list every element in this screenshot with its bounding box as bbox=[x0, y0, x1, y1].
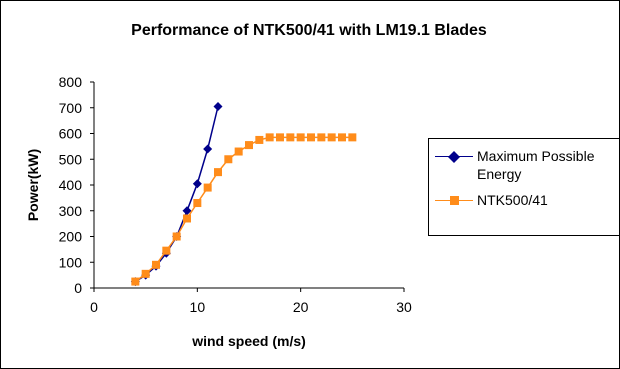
data-point-ntk500-41 bbox=[234, 147, 243, 156]
data-point-ntk500-41 bbox=[286, 133, 295, 142]
data-point-ntk500-41 bbox=[162, 246, 171, 255]
data-point-ntk500-41 bbox=[327, 133, 336, 142]
y-axis-label: Power(kW) bbox=[25, 149, 41, 221]
diamond-marker-icon bbox=[448, 151, 460, 163]
y-tick-label: 500 bbox=[59, 151, 83, 167]
chart-title: Performance of NTK500/41 with LM19.1 Bla… bbox=[131, 22, 487, 39]
data-point-ntk500-41 bbox=[214, 168, 222, 177]
y-tick-label: 600 bbox=[59, 126, 83, 142]
x-tick-label: 0 bbox=[90, 299, 98, 315]
legend: Maximum Possible Energy NTK500/41 bbox=[428, 138, 620, 236]
x-tick-label: 10 bbox=[190, 299, 206, 315]
data-point-ntk500-41 bbox=[172, 232, 181, 241]
y-tick-label: 800 bbox=[59, 74, 83, 90]
data-point-ntk500-41 bbox=[296, 133, 305, 142]
data-point-maximum-possible-energy bbox=[192, 179, 202, 189]
data-point-ntk500-41 bbox=[203, 183, 212, 192]
data-point-ntk500-41 bbox=[348, 133, 357, 142]
data-point-ntk500-41 bbox=[317, 133, 326, 142]
data-point-ntk500-41 bbox=[152, 260, 160, 269]
data-point-maximum-possible-energy bbox=[182, 206, 192, 216]
y-tick-label: 100 bbox=[59, 254, 83, 270]
x-tick-label: 20 bbox=[293, 299, 309, 315]
series-line-maximum-possible-energy bbox=[134, 106, 219, 283]
y-tick-label: 0 bbox=[74, 280, 82, 296]
data-point-maximum-possible-energy bbox=[213, 101, 223, 111]
y-tick-label: 400 bbox=[59, 177, 83, 193]
y-tick-label: 700 bbox=[59, 100, 83, 116]
data-point-ntk500-41 bbox=[245, 141, 253, 150]
x-tick-label: 30 bbox=[396, 299, 412, 315]
data-point-ntk500-41 bbox=[193, 199, 202, 208]
data-point-ntk500-41 bbox=[224, 155, 233, 164]
data-point-ntk500-41 bbox=[131, 277, 140, 286]
y-tick-label: 200 bbox=[59, 229, 83, 245]
data-point-ntk500-41 bbox=[307, 133, 315, 142]
data-point-ntk500-41 bbox=[183, 214, 191, 223]
legend-label-ntk500-41: NTK500/41 bbox=[477, 192, 548, 208]
y-tick-label: 300 bbox=[59, 203, 83, 219]
data-point-ntk500-41 bbox=[265, 133, 274, 142]
data-point-ntk500-41 bbox=[276, 133, 284, 142]
legend-label-maximum-possible-energy: Maximum Possible Energy bbox=[477, 148, 595, 182]
data-point-maximum-possible-energy bbox=[203, 144, 213, 154]
data-point-ntk500-41 bbox=[255, 135, 264, 144]
series-line-ntk500-41 bbox=[134, 136, 353, 283]
x-axis-label: wind speed (m/s) bbox=[191, 333, 306, 349]
data-point-ntk500-41 bbox=[141, 269, 150, 278]
square-marker-icon bbox=[450, 196, 459, 205]
data-point-ntk500-41 bbox=[338, 133, 346, 142]
